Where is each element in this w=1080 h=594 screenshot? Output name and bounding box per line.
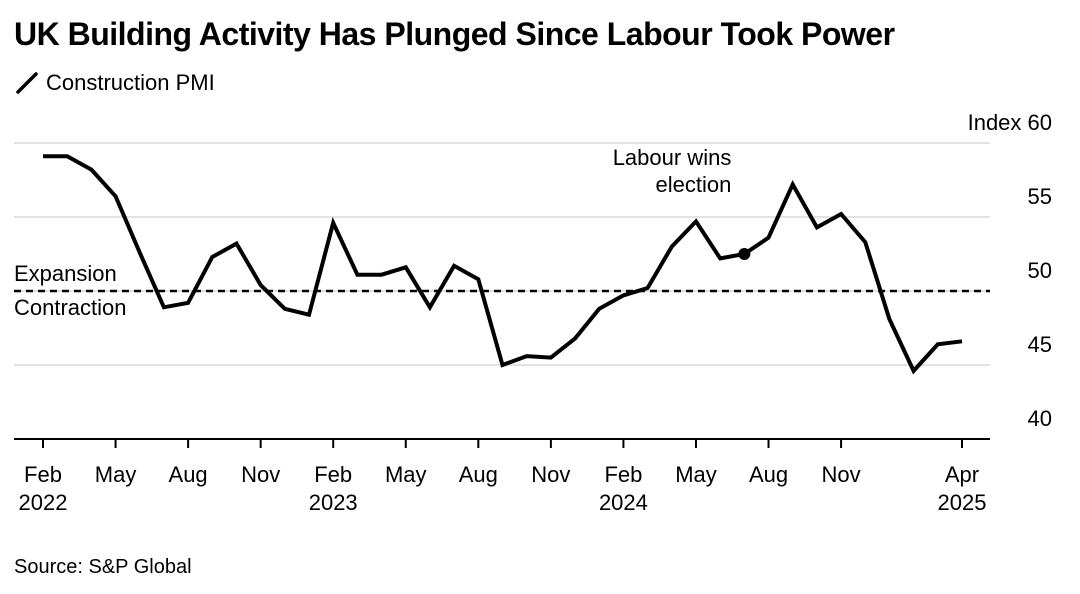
x-tick-label-1: May <box>95 462 137 487</box>
y-tick-label-55: 55 <box>1028 184 1052 209</box>
chart-title: UK Building Activity Has Plunged Since L… <box>14 16 895 52</box>
annotation-line-1: election <box>655 172 731 197</box>
x-tick-label-6: Aug <box>459 462 498 487</box>
x-tick-year-0: 2022 <box>19 490 68 515</box>
grid-lines <box>14 142 990 366</box>
x-tick-year-8: 2024 <box>599 490 648 515</box>
x-tick-label-4: Feb <box>314 462 352 487</box>
y-tick-label-60: Index 60 <box>968 110 1052 135</box>
y-tick-label-45: 45 <box>1028 332 1052 357</box>
x-tick-label-10: Aug <box>749 462 788 487</box>
x-tick-label-0: Feb <box>24 462 62 487</box>
legend: Construction PMI <box>14 70 215 96</box>
x-tick-label-5: May <box>385 462 427 487</box>
x-axis: Feb 2022 May Aug Nov Feb 2023 May Aug Nov Feb 2024 M… <box>14 438 990 515</box>
x-tick-label-3: Nov <box>241 462 280 487</box>
y-axis: Index 60 55 50 45 40 <box>968 110 1052 431</box>
x-tick-label-2: Aug <box>169 462 208 487</box>
y-tick-label-40: 40 <box>1028 406 1052 431</box>
x-tick-label-7: Nov <box>531 462 570 487</box>
contraction-label: Contraction <box>14 295 127 320</box>
source-note: Source: S&P Global <box>14 556 192 578</box>
x-tick-label-9: May <box>675 462 717 487</box>
x-tick-year-4: 2023 <box>309 490 358 515</box>
legend-line-icon <box>14 70 40 96</box>
x-tick-year-12: 2025 <box>938 490 987 515</box>
annotation-marker <box>738 248 751 260</box>
legend-label: Construction PMI <box>46 70 215 95</box>
x-tick-label-11: Nov <box>822 462 861 487</box>
annotation-line-0: Labour wins <box>613 145 732 170</box>
expansion-label: Expansion <box>14 261 117 286</box>
reference-line-group: Expansion Contraction <box>14 261 990 320</box>
x-tick-label-8: Feb <box>604 462 642 487</box>
x-tick-label-12: Apr <box>945 462 979 487</box>
series-line-0 <box>43 154 963 375</box>
series-group <box>43 154 963 375</box>
y-tick-label-50: 50 <box>1028 258 1052 283</box>
